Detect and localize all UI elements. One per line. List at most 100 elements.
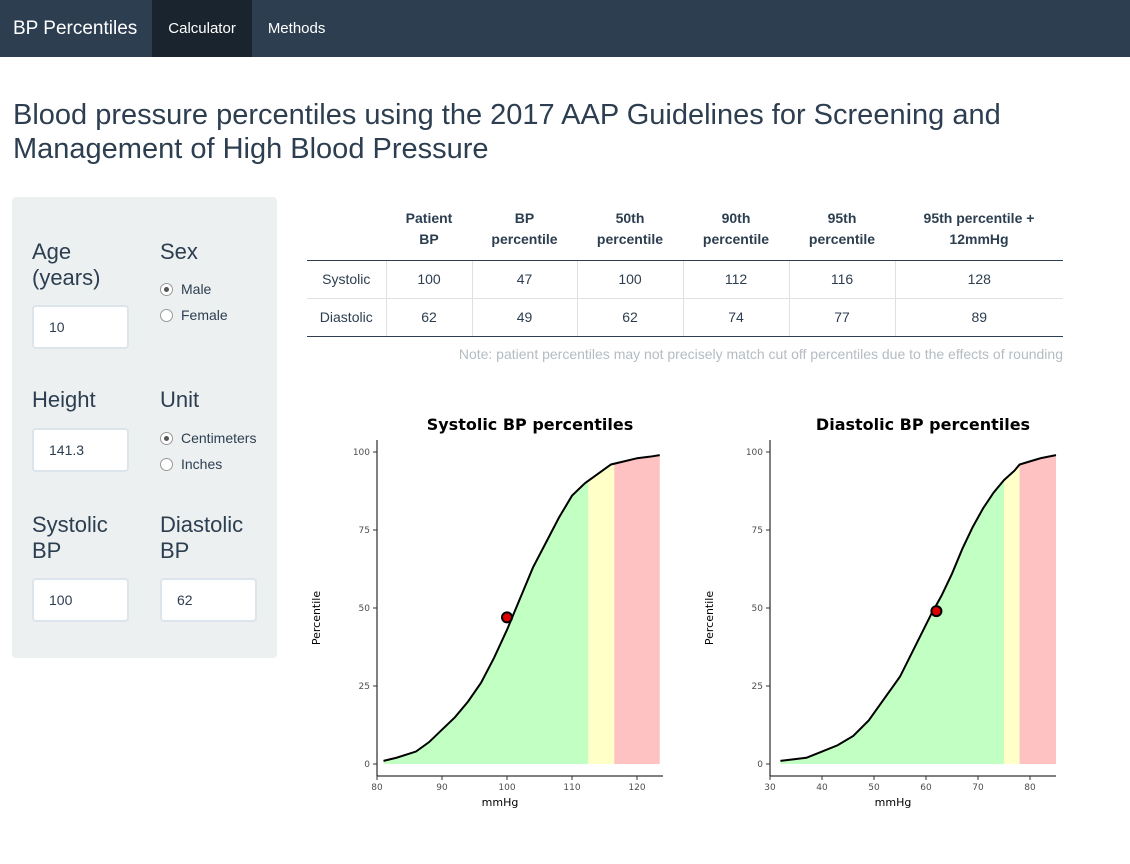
header-line: 50th	[615, 209, 645, 226]
x-tick-label: 110	[563, 783, 580, 793]
unit-radio-centimeters[interactable]: Centimeters	[160, 430, 256, 446]
chart-title: Systolic BP percentiles	[427, 415, 634, 434]
percentile-curve	[383, 454, 660, 762]
unit-option-centimeters-label: Centimeters	[181, 430, 257, 446]
header-line: percentile	[702, 230, 770, 247]
hypertension-zone	[1019, 455, 1056, 764]
table-cell: 62	[577, 298, 684, 337]
table-cell: 100	[386, 260, 473, 299]
table-header: Patient BP	[386, 200, 472, 261]
table-row: Systolic 100 47 100 112 116 128	[307, 260, 1063, 299]
x-tick-label: 120	[628, 783, 645, 793]
page-title: Blood pressure percentiles using the 201…	[13, 99, 1001, 165]
table-cell: 128	[895, 260, 1063, 299]
age-label: Age (years)	[32, 239, 100, 291]
table-cell: Diastolic	[307, 298, 387, 337]
systolic-input[interactable]	[32, 578, 129, 622]
unit-radio-inches[interactable]: Inches	[160, 456, 222, 472]
systolic-label-line1: Systolic	[32, 512, 108, 537]
navbar: BP Percentiles Calculator Methods	[0, 0, 1130, 57]
unit-label: Unit	[160, 387, 200, 412]
header-line: percentile	[491, 230, 558, 247]
sex-label: Sex	[160, 239, 198, 264]
y-tick-label: 100	[746, 448, 763, 458]
y-tick-label: 0	[364, 760, 370, 770]
normal-zone	[780, 480, 1004, 764]
header-line: BP	[419, 230, 439, 247]
sex-option-female-label: Female	[181, 307, 228, 323]
age-label-line1: Age	[32, 239, 72, 264]
y-tick-label: 75	[359, 526, 370, 536]
table-cell: 74	[683, 298, 790, 337]
y-tick-label: 50	[359, 604, 371, 614]
hypertension-zone	[614, 455, 660, 764]
table-header: 95th percentile + 12mmHg	[895, 200, 1063, 261]
x-tick-label: 30	[764, 783, 776, 793]
header-line: 90th	[721, 209, 751, 226]
table-cell: 89	[895, 298, 1063, 337]
table-cell: 62	[386, 298, 473, 337]
table-cell: 112	[683, 260, 790, 299]
table-cell: 47	[472, 260, 578, 299]
height-input[interactable]	[32, 428, 129, 472]
sex-radio-female[interactable]: Female	[160, 307, 228, 323]
table-cell: 116	[789, 260, 896, 299]
header-line: 12mmHg	[949, 230, 1009, 247]
y-axis-label: Percentile	[310, 591, 323, 646]
brand[interactable]: BP Percentiles	[13, 17, 138, 39]
height-label: Height	[32, 387, 96, 412]
age-input[interactable]	[32, 305, 129, 349]
y-tick-label: 25	[752, 682, 763, 692]
tab-methods[interactable]: Methods	[267, 20, 326, 37]
elevated-zone	[588, 463, 615, 764]
header-line: Patient	[405, 209, 453, 226]
table-header	[307, 200, 386, 261]
radio-selected-icon[interactable]	[160, 282, 173, 296]
x-tick-label: 90	[436, 783, 448, 793]
header-line: BP	[514, 209, 535, 226]
x-tick-label: 80	[1024, 783, 1036, 793]
x-axis-label: mmHg	[875, 796, 912, 809]
y-tick-label: 0	[757, 760, 763, 770]
header-line: percentile	[808, 230, 876, 247]
radio-unselected-icon[interactable]	[160, 308, 173, 322]
y-tick-label: 50	[752, 604, 764, 614]
elevated-zone	[1004, 464, 1020, 764]
chart-title: Diastolic BP percentiles	[816, 415, 1030, 434]
systolic-label: Systolic BP	[32, 512, 108, 564]
diastolic-label-line1: Diastolic	[160, 512, 244, 537]
table-header: BP percentile	[472, 200, 577, 261]
x-tick-label: 100	[498, 783, 515, 793]
diastolic-label: Diastolic BP	[160, 512, 243, 564]
x-tick-label: 50	[868, 783, 880, 793]
unit-option-inches-label: Inches	[181, 456, 223, 472]
age-label-line2: (years)	[32, 265, 101, 290]
table-header: 50th percentile	[577, 200, 683, 261]
diastolic-label-line2: BP	[160, 538, 190, 563]
x-tick-label: 80	[371, 783, 383, 793]
sex-radio-male[interactable]: Male	[160, 281, 211, 297]
tab-calculator[interactable]: Calculator	[152, 0, 252, 57]
header-line: percentile	[596, 230, 664, 247]
table-row: Diastolic 62 49 62 74 77 89	[307, 298, 1063, 337]
diastolic-chart: 0 25 50 75 100 30 40 50 60 70 80 Diastolic BP perce…	[703, 415, 1057, 809]
y-axis-label: Percentile	[703, 591, 716, 646]
patient-point	[501, 611, 513, 624]
table-header: 90th percentile	[683, 200, 789, 261]
y-tick-label: 75	[752, 526, 763, 536]
radio-unselected-icon[interactable]	[160, 457, 173, 471]
table-cell: 49	[472, 298, 578, 337]
radio-selected-icon[interactable]	[160, 431, 173, 445]
table-header: 95th percentile	[789, 200, 895, 261]
table-header-row: Patient BP BP percentile 50th percentile 90…	[307, 200, 1063, 261]
x-tick-label: 60	[920, 783, 932, 793]
y-tick-label: 25	[359, 682, 370, 692]
x-tick-label: 40	[816, 783, 828, 793]
table-cell: 77	[789, 298, 896, 337]
x-axis-label: mmHg	[482, 796, 519, 809]
y-tick-label: 100	[353, 448, 370, 458]
patient-point	[930, 605, 943, 618]
table-cell: Systolic	[307, 260, 387, 299]
table-cell: 100	[577, 260, 684, 299]
diastolic-input[interactable]	[160, 578, 257, 622]
